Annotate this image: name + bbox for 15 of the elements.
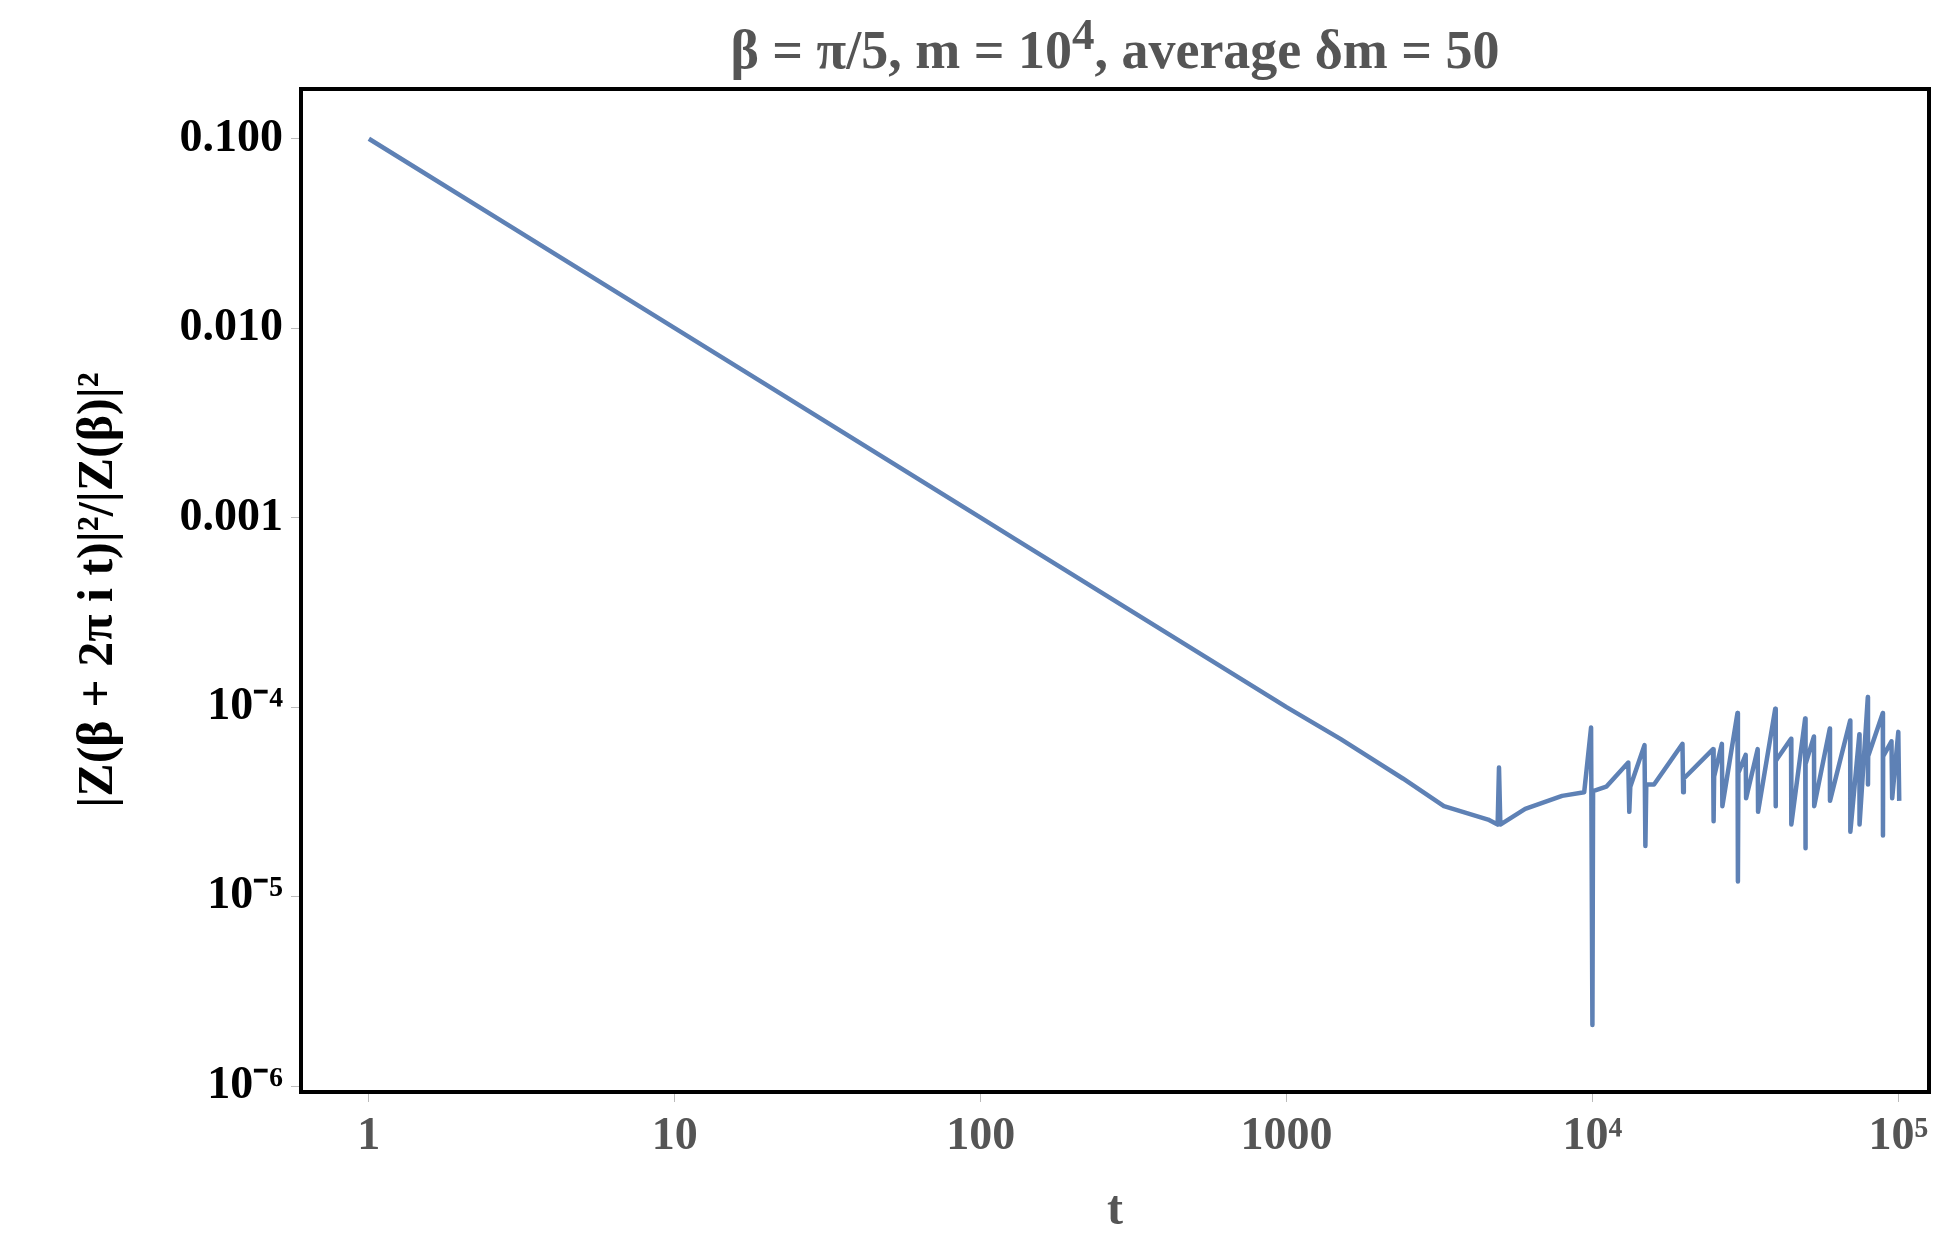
x-tick-label: 10⁵ [1868,1108,1929,1160]
x-tick-label: 10⁴ [1562,1108,1623,1160]
x-axis-title: t [1106,1180,1124,1235]
x-tick-label: 1000 [1240,1108,1333,1160]
y-tick-label: 10⁻⁵ [207,867,283,919]
y-tick-label: 10⁻⁴ [207,678,284,729]
x-tick-label: 100 [946,1108,1016,1160]
y-tick-label: 0.100 [179,109,283,161]
y-tick-label: 0.001 [179,488,283,540]
chart-title: β = π/5, m = 10$^{4}$, average δm = 50 [729,8,1501,81]
x-tick-label: 1 [357,1108,381,1160]
y-tick-label: 10⁻⁶ [207,1056,283,1108]
x-tick-label: 10 [651,1108,698,1160]
y-axis-title: |Z(β + 2π i t)|²/|Z(β)|² [66,372,124,808]
y-tick-label: 0.010 [179,299,283,351]
